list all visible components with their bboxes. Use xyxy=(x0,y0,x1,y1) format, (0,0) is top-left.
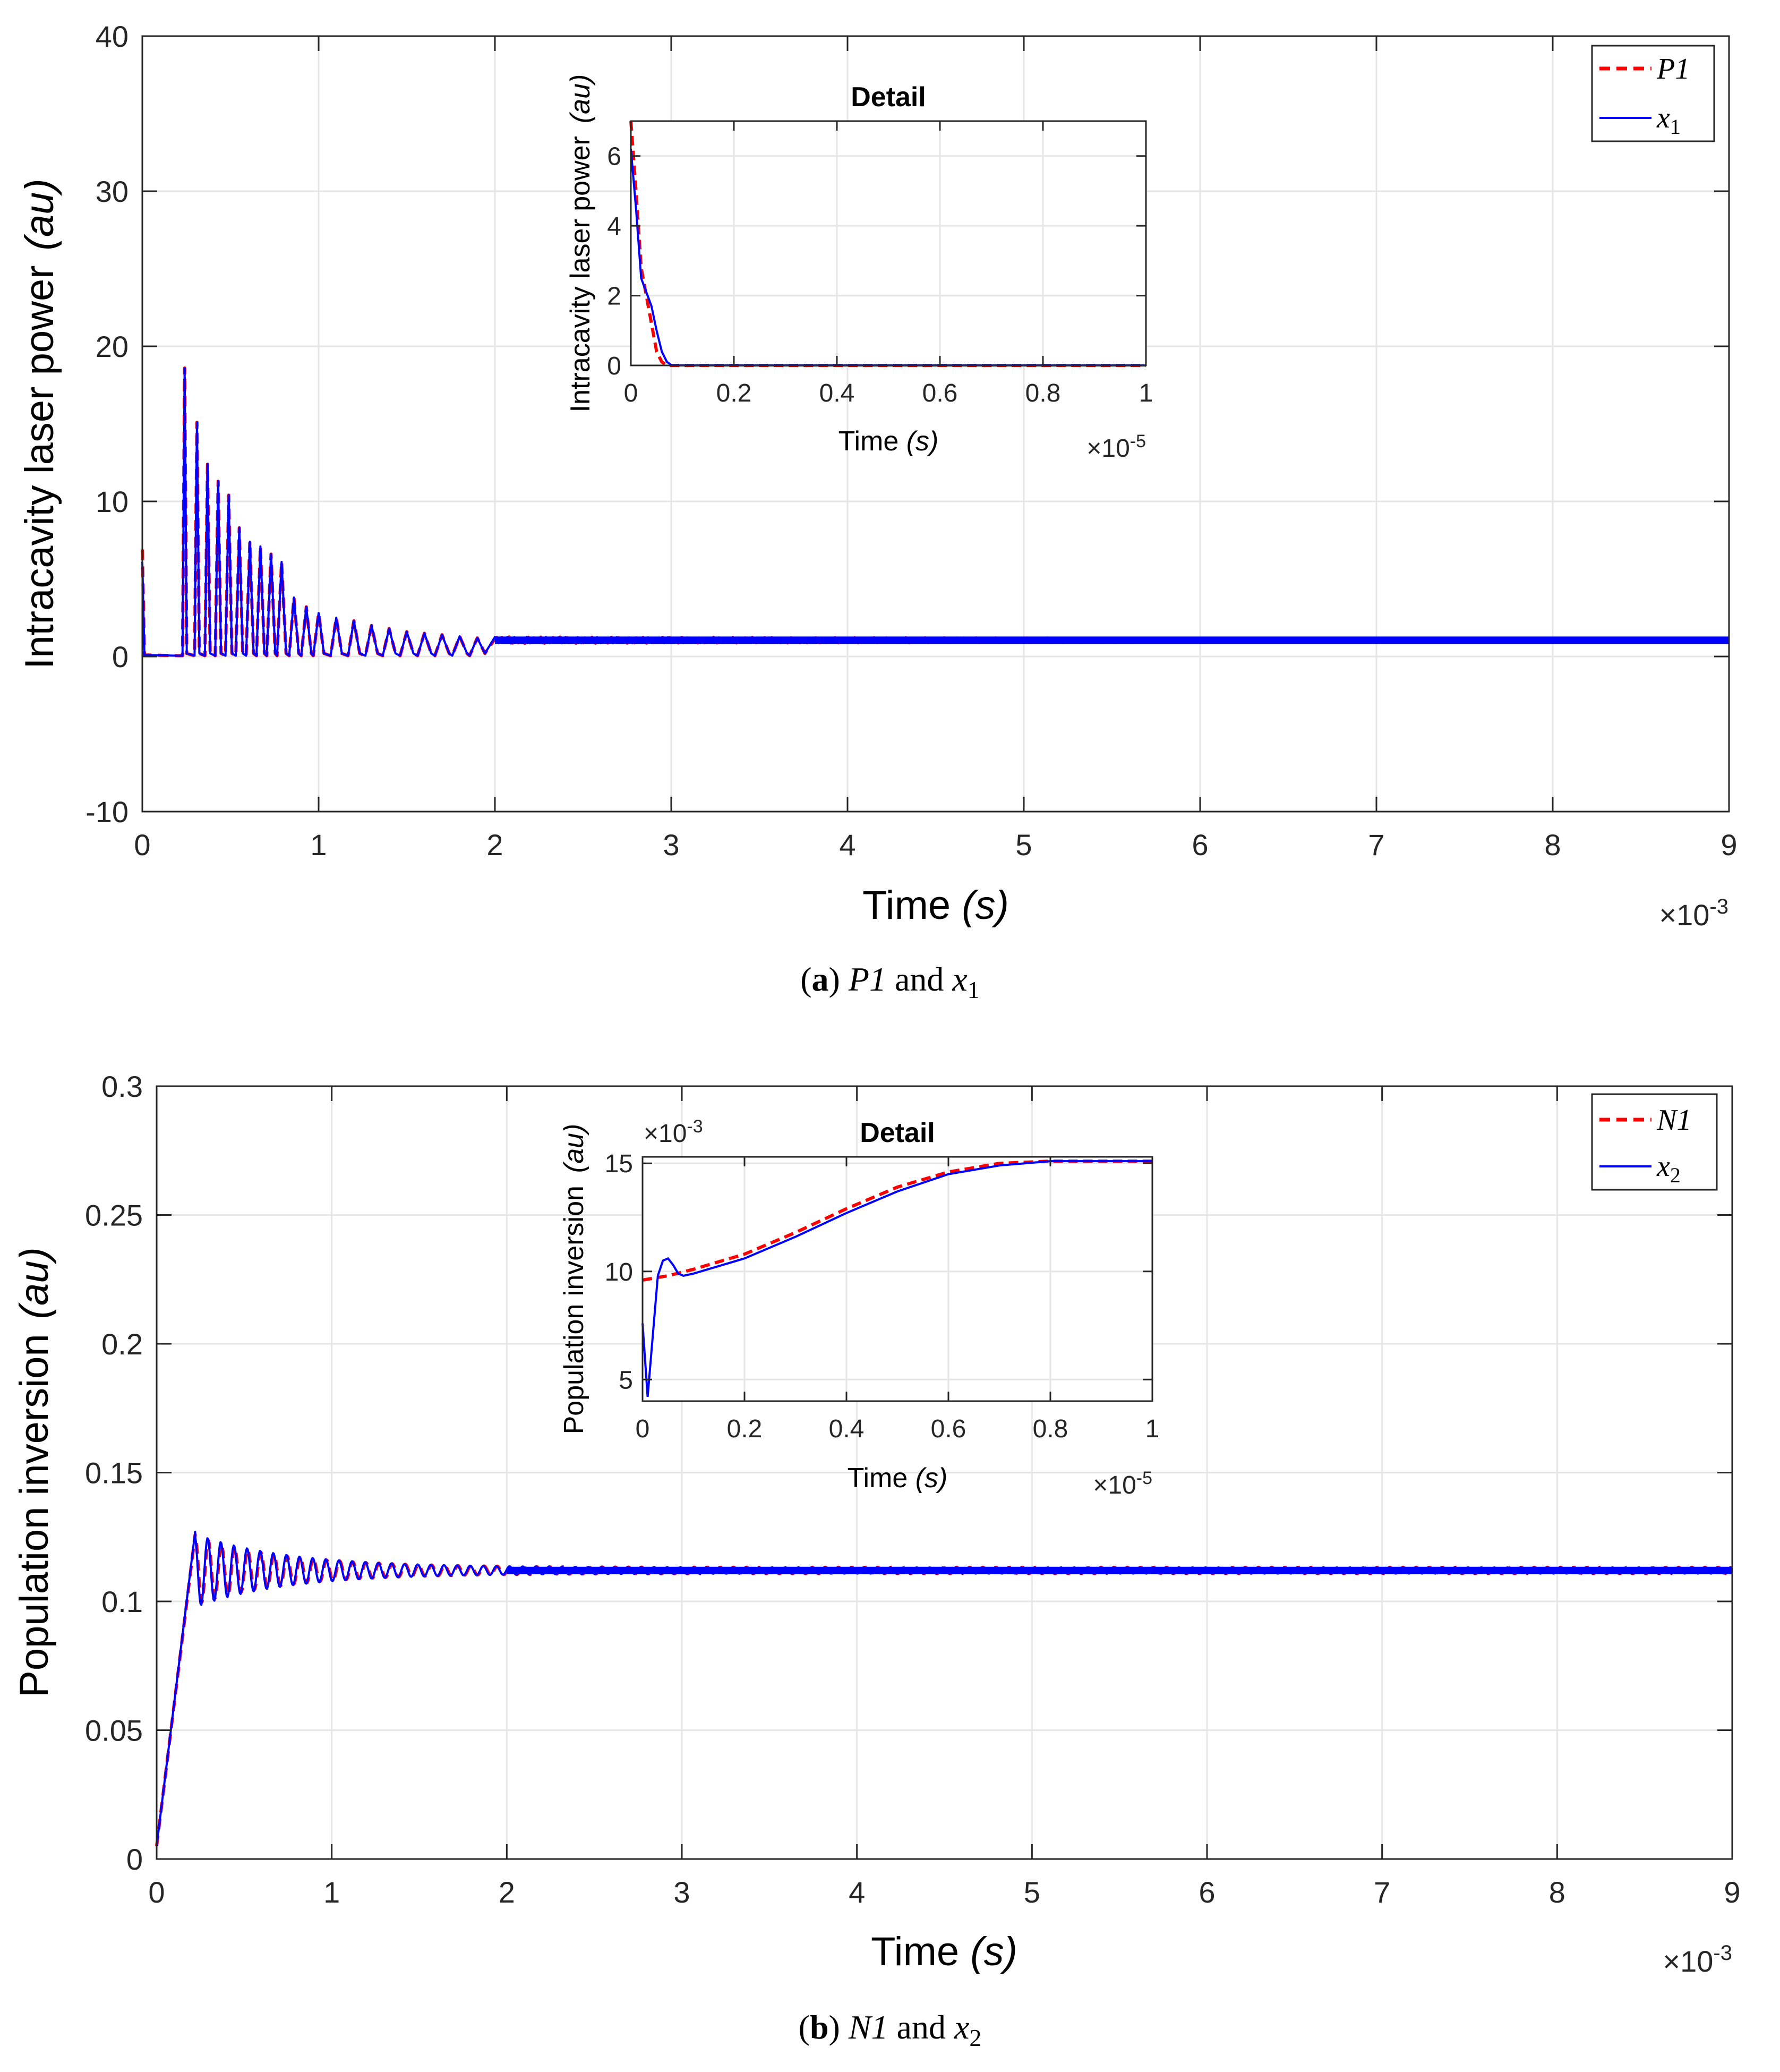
panel-a-y-tick-label: 0 xyxy=(112,640,129,673)
panel-a-inset-x-exponent: ×10-5 xyxy=(1086,431,1146,463)
panel-a-inset-x-tick-label: 0.6 xyxy=(922,379,958,407)
panel-a-inset-x-tick-label: 0.8 xyxy=(1025,379,1061,407)
panel-a-inset-y-tick-label: 0 xyxy=(607,352,621,380)
panel-a-x-exponent: ×10-3 xyxy=(1659,895,1728,932)
panel-a-caption: (a) P1 and x1 xyxy=(800,960,980,1003)
panel-a-inset-x-tick-label: 1 xyxy=(1139,379,1153,407)
panel-b-inset-x-tick-label: 0.2 xyxy=(727,1415,763,1443)
panel-b-legend: N1 x2 xyxy=(1591,1093,1718,1191)
panel-b-inset-x-exponent: ×10-5 xyxy=(1093,1468,1152,1499)
panel-b-inset-x-tick-label: 1 xyxy=(1145,1415,1160,1443)
panel-b-inset-x-tick-label: 0.4 xyxy=(829,1415,865,1443)
panel-a-series-x1 xyxy=(141,366,1730,657)
panel-b-inset-y-tick-label: 15 xyxy=(605,1150,633,1178)
panel-b-inset-y-tick-label: 10 xyxy=(605,1258,633,1286)
panel-a-inset-x-tick-label: 0.4 xyxy=(819,379,855,407)
panel-a-x-tick-label: 2 xyxy=(486,828,503,862)
panel-a-x-tick-label: 7 xyxy=(1368,828,1384,862)
legend-label-P1: P1 xyxy=(1656,53,1690,86)
panel-a-y-tick-label: 40 xyxy=(96,20,129,53)
panel-a-x-tick-label: 4 xyxy=(839,828,855,862)
panel-a-legend: P1 x1 xyxy=(1591,45,1715,142)
panel-a-x-tick-label: 0 xyxy=(134,828,150,862)
panel-a-x-tick-label: 8 xyxy=(1544,828,1561,862)
panel-a-x-axis-label: Time (s) xyxy=(862,883,1009,928)
panel-a-inset-title: Detail xyxy=(851,82,926,113)
panel-a-inset-y-label: Intracavity laser power(au) xyxy=(565,74,596,413)
panel-b-y-tick-label: 0.2 xyxy=(101,1327,143,1361)
panel-a-series-P1 xyxy=(141,366,1730,658)
panel-b-x-tick-label: 9 xyxy=(1724,1875,1740,1909)
panel-b-y-tick-label: 0.15 xyxy=(85,1456,143,1490)
panel-b-series-x2 xyxy=(156,1531,1732,1847)
panel-b-x-tick-label: 8 xyxy=(1549,1875,1565,1909)
panel-b-y-tick-label: 0.1 xyxy=(101,1585,143,1618)
panel-b-inset-x-tick-label: 0.8 xyxy=(1033,1415,1068,1443)
panel-b-x-axis-label: Time (s) xyxy=(871,1929,1017,1974)
panel-b-inset-y-exponent: ×10-3 xyxy=(644,1116,703,1148)
panel-b-inset-y-tick-label: 5 xyxy=(619,1366,633,1394)
panel-a-inset-y-tick-label: 6 xyxy=(607,143,621,171)
panel-b-series-N1 xyxy=(155,1532,1732,1847)
panel-a-inset-x-tick-label: 0.2 xyxy=(716,379,752,407)
panel-a-y-tick-label: 10 xyxy=(96,485,129,518)
panel-a-x-tick-label: 5 xyxy=(1015,828,1032,862)
panel-b-inset-y-label: Population inversion(au) xyxy=(559,1124,589,1435)
panel-b-inset-x-tick-label: 0 xyxy=(636,1415,650,1443)
panel-a-axes-frame xyxy=(141,35,1730,813)
panel-b-caption: (b) N1 and x2 xyxy=(799,2008,982,2051)
panel-b-x-tick-label: 3 xyxy=(673,1875,690,1909)
panel-b-inset-x-tick-label: 0.6 xyxy=(931,1415,966,1443)
panel-a-inset-y-tick-label: 4 xyxy=(607,212,621,241)
panel-a-x-tick-label: 9 xyxy=(1721,828,1737,862)
panel-b-inset-title: Detail xyxy=(860,1118,935,1148)
panel-a-inset: 0 0.2 0.4 0.6 0.8 1 0 2 4 6 Detail Time (s) ×10-5… xyxy=(565,74,1153,463)
panel-b-x-tick-label: 4 xyxy=(849,1875,865,1909)
panel-a-x-tick-label: 6 xyxy=(1192,828,1208,862)
panel-b-x-exponent: ×10-3 xyxy=(1663,1941,1732,1978)
panel-a-y-axis-label: Intracavity laser power(au) xyxy=(17,178,62,669)
panel-a-y-tick-label: -10 xyxy=(85,795,129,829)
panel-b-x-tick-label: 7 xyxy=(1374,1875,1390,1909)
panel-b-y-tick-label: 0.25 xyxy=(85,1199,143,1232)
panel-a-inset-x-label: Time (s) xyxy=(838,426,939,457)
panel-b-x-tick-label: 5 xyxy=(1024,1875,1040,1909)
panel-b-inset-x-label: Time (s) xyxy=(848,1463,948,1494)
panel-b-chart: 0 1 2 3 4 5 6 7 8 900.050.10.150.20.250.3 Time (s… xyxy=(12,1070,1741,2051)
panel-b-x-tick-label: 0 xyxy=(148,1875,165,1909)
panel-b-y-tick-label: 0.05 xyxy=(85,1714,143,1747)
panel-b-y-tick-label: 0 xyxy=(126,1843,143,1876)
legend-label-N1: N1 xyxy=(1656,1104,1691,1137)
panel-b-y-axis-label: Population inversion(au) xyxy=(12,1247,57,1698)
panel-b-inset-series-x2 xyxy=(641,1160,1152,1397)
panel-b-x-tick-label: 1 xyxy=(323,1875,340,1909)
panel-b-y-tick-label: 0.3 xyxy=(101,1070,143,1103)
panel-b-x-tick-label: 2 xyxy=(499,1875,515,1909)
panel-a-y-tick-label: 20 xyxy=(96,330,129,363)
panel-a-inset-x-tick-label: 0 xyxy=(624,379,638,407)
panel-a-x-tick-label: 1 xyxy=(310,828,327,862)
panel-a-y-tick-label: 30 xyxy=(96,175,129,208)
panel-b-x-tick-label: 6 xyxy=(1199,1875,1215,1909)
panel-a-x-tick-label: 3 xyxy=(663,828,679,862)
panel-a-inset-y-tick-label: 2 xyxy=(607,283,621,311)
